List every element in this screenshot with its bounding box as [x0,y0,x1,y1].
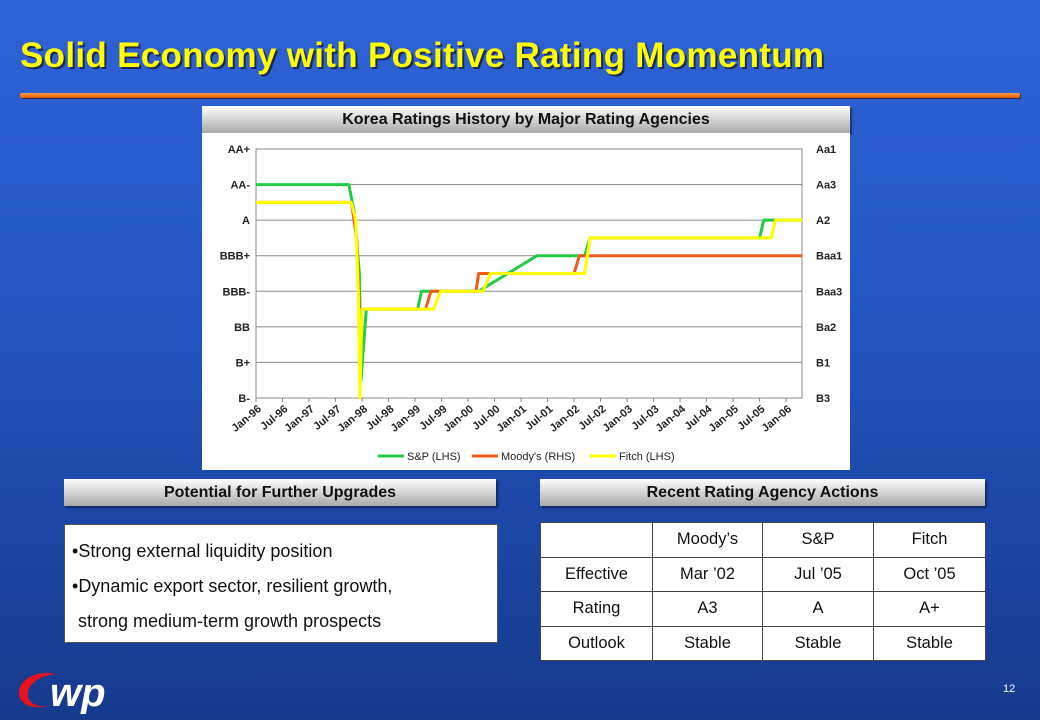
x-tick-label: Jan-98 [336,403,370,435]
table-header-row: Moody’s S&P Fitch [540,522,986,558]
x-tick-label: Jan-00 [442,403,476,435]
y-tick-label-right: Baa1 [816,251,842,263]
table-row: Effective Mar ’02 Jul ’05 Oct ’05 [540,556,986,592]
table-row: Rating A3 A A+ [540,591,986,627]
x-tick-label: Jan-03 [601,403,635,435]
y-tick-label-left: BB [234,322,250,334]
y-tick-label-left: AA+ [228,144,250,156]
y-tick-label-left: B- [238,393,250,405]
rating-actions-table: Moody’s S&P Fitch Effective Mar ’02 Jul … [540,522,986,661]
y-tick-label-right: Ba2 [816,322,836,334]
x-tick-label: Jan-05 [707,403,741,435]
bullet-text: Dynamic export sector, resilient growth, [78,576,393,596]
company-logo: wp [16,668,146,719]
table-cell: Oct ’05 [873,556,986,592]
legend-label: Fitch (LHS) [619,451,675,463]
upgrades-banner: Potential for Further Upgrades [64,479,496,506]
table-cell: A [762,591,874,627]
bullet-item-2-continuation: strong medium-term growth prospects [78,611,382,631]
x-tick-label: Jan-02 [548,403,582,435]
table-cell: Jul ’05 [762,556,874,592]
actions-banner: Recent Rating Agency Actions [540,479,985,506]
table-cell: A3 [652,591,763,627]
y-tick-label-right: Aa1 [816,144,836,156]
table-cell: Mar ’02 [652,556,763,592]
table-row: Outlook Stable Stable Stable [540,625,986,661]
y-tick-label-left: AA- [230,180,250,192]
legend-label: Moody's (RHS) [501,451,575,463]
slide-title: Solid Economy with Positive Rating Momen… [20,36,825,75]
page-number: 12 [1003,683,1016,695]
title-underline [20,93,1020,98]
y-tick-label-left: BBB+ [220,251,250,263]
x-tick-label: Jan-97 [283,403,317,435]
y-tick-label-left: A [242,215,250,227]
table-header-cell: Moody’s [652,522,763,558]
chart-banner: Korea Ratings History by Major Rating Ag… [202,106,850,133]
bullet-item-1: •Strong external liquidity position [72,541,333,561]
table-cell: Stable [873,625,986,661]
table-cell: A+ [873,591,986,627]
ratings-chart: AA+ AA- A BBB+ BBB- BB B+ B- Aa1 Aa3 A2 Baa1 Baa3 Ba2… [202,133,850,470]
svg-text:wp: wp [50,671,106,714]
series-line [256,200,802,400]
logo-mark: wp [18,671,106,715]
table-row-label: Effective [540,556,653,592]
x-tick-label: Jan-01 [495,403,529,435]
x-tick-label: Jan-99 [389,403,423,435]
x-tick-label: Jan-04 [654,403,689,435]
table-row-label: Outlook [540,625,653,661]
x-tick-label: Jan-96 [230,403,264,435]
series-line [256,183,802,382]
table-header-cell: S&P [762,522,874,558]
bullet-item-2: •Dynamic export sector, resilient growth… [72,576,393,596]
table-cell: Stable [652,625,763,661]
table-header-cell [540,522,653,558]
x-tick-label: Jan-06 [760,403,794,435]
bullet-text: Strong external liquidity position [78,541,333,561]
upgrades-box: •Strong external liquidity position •Dyn… [64,524,498,643]
legend-label: S&P (LHS) [407,451,461,463]
table-cell: Stable [762,625,874,661]
y-tick-label-left: B+ [236,357,250,369]
table-row-label: Rating [540,591,653,627]
table-header-cell: Fitch [873,522,986,558]
y-tick-label-right: Aa3 [816,180,836,192]
y-tick-label-right: B3 [816,393,830,405]
ratings-chart-svg: AA+AA-ABBB+BBB-BBB+B-Aa1Aa3A2Baa1Baa3Ba2… [220,144,843,463]
y-tick-label-right: Baa3 [816,286,842,298]
y-tick-label-right: B1 [816,357,830,369]
y-tick-label-left: BBB- [223,286,251,298]
y-tick-label-right: A2 [816,215,830,227]
